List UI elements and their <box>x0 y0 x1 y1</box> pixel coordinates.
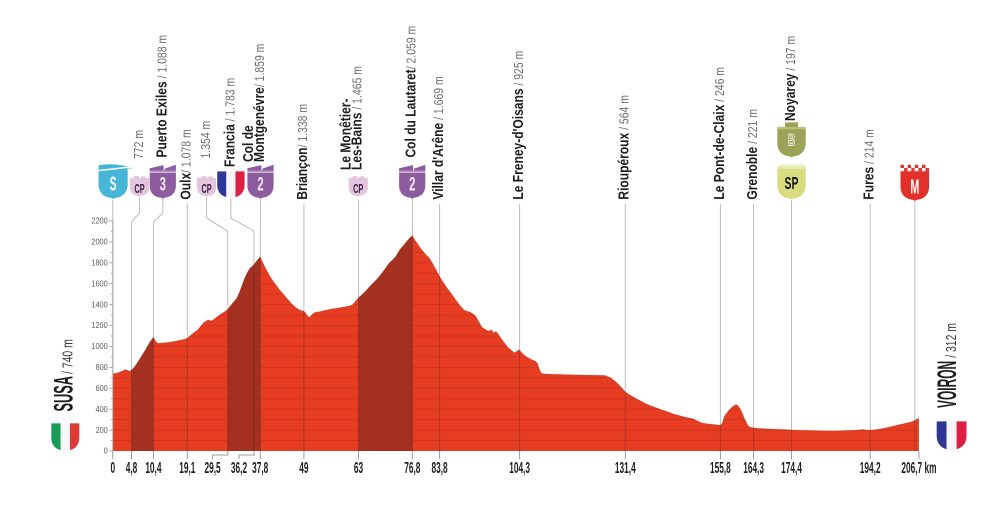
svg-text:2: 2 <box>257 175 263 196</box>
svg-text:800: 800 <box>95 363 107 372</box>
svg-text:772 m: 772 m <box>133 130 146 159</box>
svg-text:Oulx/ 1.078 m: Oulx/ 1.078 m <box>178 129 194 199</box>
svg-text:Rioupéroux / 564 m: Rioupéroux / 564 m <box>616 95 632 200</box>
svg-text:200: 200 <box>95 426 107 435</box>
svg-text:S: S <box>110 174 117 196</box>
svg-text:206,7 km: 206,7 km <box>901 459 936 476</box>
svg-text:Le Freney-d'Oisans / 925 m: Le Freney-d'Oisans / 925 m <box>510 51 526 200</box>
svg-text:CP: CP <box>134 182 144 197</box>
svg-text:Villar d'Arêne / 1.669 m: Villar d'Arêne / 1.669 m <box>430 76 446 199</box>
svg-text:Montgenévre/ 1.859 m: Montgenévre/ 1.859 m <box>251 44 267 162</box>
svg-text:Francia / 1.783 m: Francia / 1.783 m <box>221 78 237 167</box>
svg-text:VOIRON: VOIRON <box>933 361 963 408</box>
svg-text:/ 312 m: / 312 m <box>944 323 960 358</box>
svg-text:19,1: 19,1 <box>179 459 195 476</box>
svg-text:76,8: 76,8 <box>404 459 420 476</box>
svg-text:3: 3 <box>160 175 166 196</box>
svg-text:M: M <box>910 176 919 199</box>
svg-text:Le Pont-de-Claix / 246 m: Le Pont-de-Claix / 246 m <box>711 67 727 200</box>
svg-text:29,5: 29,5 <box>205 459 221 476</box>
svg-text:SUSA: SUSA <box>48 376 79 412</box>
svg-text:104,3: 104,3 <box>509 459 530 476</box>
svg-text:Fures / 214 m: Fures / 214 m <box>860 129 876 199</box>
svg-text:2: 2 <box>409 175 415 196</box>
svg-text:194,2: 194,2 <box>860 459 881 476</box>
svg-text:10,4: 10,4 <box>145 459 161 476</box>
svg-text:63: 63 <box>354 459 363 476</box>
svg-text:1200: 1200 <box>91 321 107 330</box>
svg-text:131,4: 131,4 <box>615 459 636 476</box>
svg-text:1600: 1600 <box>91 279 107 288</box>
svg-text:155,8: 155,8 <box>710 459 731 476</box>
svg-text:49: 49 <box>299 459 308 476</box>
svg-text:0: 0 <box>104 447 108 456</box>
svg-text:83,8: 83,8 <box>432 459 448 476</box>
svg-text:37,8: 37,8 <box>252 459 268 476</box>
svg-text:Briançon/ 1.338 m: Briançon/ 1.338 m <box>294 104 310 200</box>
svg-text:0: 0 <box>110 459 115 476</box>
svg-text:1.354 m: 1.354 m <box>200 121 213 159</box>
svg-text:4,8: 4,8 <box>126 459 138 476</box>
svg-text:/ 740 m: / 740 m <box>60 339 76 374</box>
svg-text:1800: 1800 <box>91 258 107 267</box>
svg-text:Puerto Exiles / 1.088 m: Puerto Exiles / 1.088 m <box>153 35 169 158</box>
svg-text:Col de: Col de <box>240 125 256 162</box>
svg-text:Noyarey / 197 m: Noyarey / 197 m <box>782 36 798 121</box>
svg-text:2000: 2000 <box>91 237 107 246</box>
svg-text:36,2: 36,2 <box>231 459 247 476</box>
svg-text:600: 600 <box>95 384 107 393</box>
svg-text:B: B <box>788 130 795 149</box>
svg-text:174,4: 174,4 <box>781 459 802 476</box>
svg-text:Col du Lautaret/ 2.059 m: Col du Lautaret/ 2.059 m <box>403 26 419 158</box>
svg-text:Les-Bains / 1.465 m: Les-Bains / 1.465 m <box>349 66 365 170</box>
svg-text:Grenoble / 221 m: Grenoble / 221 m <box>744 109 760 200</box>
svg-text:CP: CP <box>353 182 363 197</box>
svg-text:CP: CP <box>202 182 212 197</box>
svg-text:2200: 2200 <box>91 217 107 226</box>
svg-text:1400: 1400 <box>91 300 107 309</box>
svg-text:1000: 1000 <box>91 342 107 351</box>
svg-text:400: 400 <box>95 405 107 414</box>
svg-text:Le Monêtier-: Le Monêtier- <box>338 99 354 170</box>
svg-text:164,3: 164,3 <box>743 459 764 476</box>
svg-text:SP: SP <box>785 174 799 193</box>
